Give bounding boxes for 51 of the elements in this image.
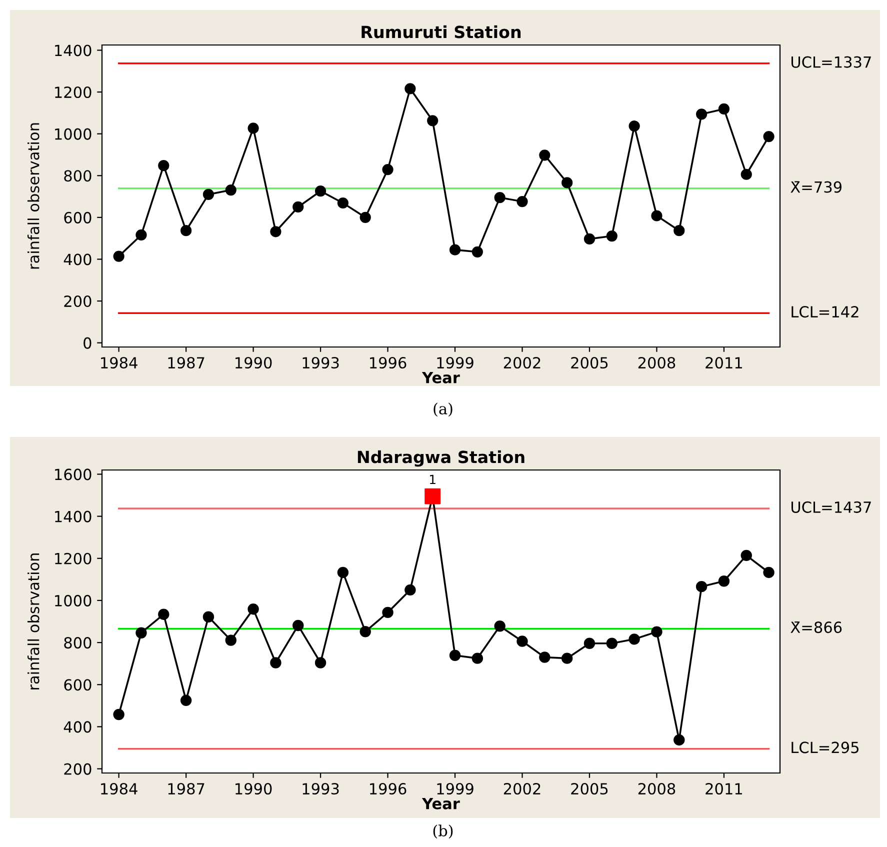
x-tick-label: 1999 [437,782,474,795]
x-tick-label: 1990 [236,782,272,795]
x-tick-label: 1984 [101,782,138,795]
chart-title: Rumuruti Station [362,25,521,38]
x-tick-label: 2005 [571,782,608,795]
y-tick-label: 800 [64,637,92,649]
ref-line-label: LCL=295 [792,742,858,754]
y-tick-label: 800 [64,170,92,182]
y-tick-label: 1400 [55,510,92,522]
y-tick-label: 1200 [55,86,92,98]
text: (a) [434,402,452,417]
ref-line-label: X̄=866 [790,621,842,634]
x-tick-label: 1993 [302,356,339,369]
x-tick-label: 2011 [706,356,742,369]
x-tick-label: 1996 [370,782,406,795]
y-tick-label: 1600 [55,468,92,480]
x-tick-label: 2011 [706,782,742,795]
text: (b) [433,824,453,839]
x-tick-label: 1984 [101,356,138,369]
ref-line-label: LCL=142 [792,306,858,318]
y-tick-label: 200 [64,295,92,308]
ref-line-label: UCL=1437 [791,501,871,513]
x-tick-label: 1999 [437,356,474,369]
y-tick-label: 1000 [55,128,92,140]
y-tick-label: 1400 [55,44,92,56]
x-tick-label: 1993 [302,782,339,795]
y-tick-label: 400 [64,721,92,733]
x-tick-label: 2005 [571,356,608,369]
y-tick-label: 200 [64,763,92,775]
x-axis-title: Year [422,372,460,384]
y-tick-label: 1200 [55,552,92,564]
ref-line-label: X̄=739 [790,181,842,193]
y-tick-label: 600 [64,679,92,691]
annotation: 1 [430,474,436,484]
chart-title: Ndaragwa Station [358,450,524,467]
x-tick-label: 1990 [236,356,272,369]
y-axis-title: rainfall obsrvation [28,553,40,690]
x-tick-label: 1987 [168,356,204,369]
x-axis-title: Year [422,798,460,810]
x-tick-label: 2002 [504,356,540,369]
x-tick-label: 2008 [638,782,676,795]
y-tick-label: 600 [64,212,92,224]
y-axis-title: rainfall observation [28,123,40,269]
y-tick-label: 1000 [55,594,92,606]
x-tick-label: 1996 [370,356,406,369]
ref-line-label: UCL=1337 [791,56,871,68]
x-tick-label: 2008 [638,356,676,369]
x-tick-label: 2002 [504,782,540,795]
y-tick-label: 0 [84,337,92,349]
y-tick-label: 400 [64,254,92,266]
x-tick-label: 1987 [168,782,204,795]
